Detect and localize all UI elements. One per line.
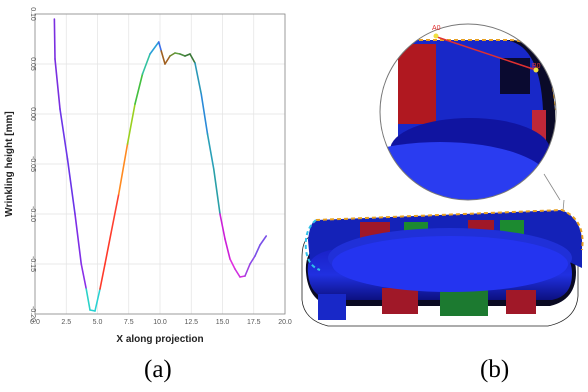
y-tick-label: 0.10	[29, 7, 36, 21]
data-curve	[53, 18, 268, 312]
curve-segment	[219, 213, 226, 240]
plot-frame	[34, 13, 286, 315]
curve-segment	[254, 244, 261, 257]
curve-segment	[164, 55, 171, 65]
label-b0: B0	[532, 63, 541, 70]
chart-grid	[34, 13, 286, 315]
x-tick-label: 12.5	[184, 319, 198, 326]
y-tick-label: 0.00	[29, 107, 36, 121]
magnifier-circle	[379, 23, 557, 201]
curve-segment	[249, 255, 256, 265]
curve-segment	[174, 52, 181, 55]
y-tick-label: -0.10	[29, 206, 36, 222]
point-a0	[433, 33, 439, 39]
curve-segment	[99, 263, 106, 290]
x-tick-label: 15.0	[216, 319, 230, 326]
y-axis-label: Wrinkling height [mm]	[4, 111, 15, 216]
curve-segment	[53, 18, 56, 60]
curve-segment	[157, 41, 163, 52]
tray-render-panel: A0 B0	[301, 23, 584, 327]
curve-segment	[259, 235, 268, 246]
curve-segment	[244, 263, 251, 277]
x-tick-label: 17.5	[247, 319, 261, 326]
y-tick-label: -0.20	[29, 306, 36, 322]
curve-segment	[117, 143, 129, 195]
wrinkling-height-chart: 0.0 2.5 5.0 7.5 10.0 12.5 15.0 17.5 20.0 0.10 0.0…	[4, 7, 292, 345]
curve-segment	[74, 213, 83, 265]
curve-segment	[160, 50, 166, 65]
curve-segment	[189, 53, 196, 64]
curve-segment	[59, 108, 69, 160]
magnified-detail	[380, 24, 556, 200]
curve-segment	[194, 62, 203, 95]
curve-segment	[126, 103, 136, 145]
y-ticks: 0.10 0.05 0.00 -0.05 -0.10 -0.15 -0.20	[29, 7, 36, 322]
curve-segment	[89, 309, 96, 312]
y-tick-label: -0.15	[29, 256, 36, 272]
curve-segment	[239, 275, 246, 278]
x-tick-label: 2.5	[61, 319, 71, 326]
x-ticks: 0.0 2.5 5.0 7.5 10.0 12.5 15.0 17.5 20.0	[30, 319, 292, 326]
section-line	[433, 35, 537, 71]
caption-a: (a)	[144, 356, 172, 383]
curve-segment	[85, 288, 91, 311]
curve-segment	[206, 133, 215, 170]
y-tick-label: -0.05	[29, 156, 36, 172]
curve-segment	[179, 53, 186, 57]
curve-segment	[184, 53, 191, 57]
curve-segment	[141, 53, 151, 75]
curve-segment	[80, 263, 88, 290]
curve-segment	[104, 231, 113, 265]
curve-segment	[224, 238, 231, 260]
curve-segment	[169, 52, 176, 57]
point-b0	[533, 67, 539, 73]
curve-segment	[94, 288, 101, 312]
caption-b: (b)	[480, 356, 510, 383]
x-tick-label: 0.0	[30, 319, 40, 326]
curve-segment	[54, 58, 61, 110]
curve-segment	[66, 158, 76, 215]
x-tick-label: 10.0	[153, 319, 167, 326]
tray-model	[301, 208, 584, 327]
x-tick-label: 7.5	[124, 319, 134, 326]
curve-segment	[149, 41, 160, 55]
curve-segment	[229, 258, 236, 270]
curve-segment	[110, 193, 120, 233]
y-tick-label: 0.05	[29, 57, 36, 71]
curve-segment	[134, 73, 144, 105]
callout-line	[543, 173, 561, 201]
x-tick-label: 5.0	[93, 319, 103, 326]
x-axis-label: X along projection	[116, 334, 203, 345]
curve-segment	[212, 168, 221, 215]
x-tick-label: 20.0	[278, 319, 292, 326]
curve-segment	[200, 93, 209, 135]
label-a0: A0	[432, 25, 441, 32]
curve-segment	[234, 268, 241, 278]
